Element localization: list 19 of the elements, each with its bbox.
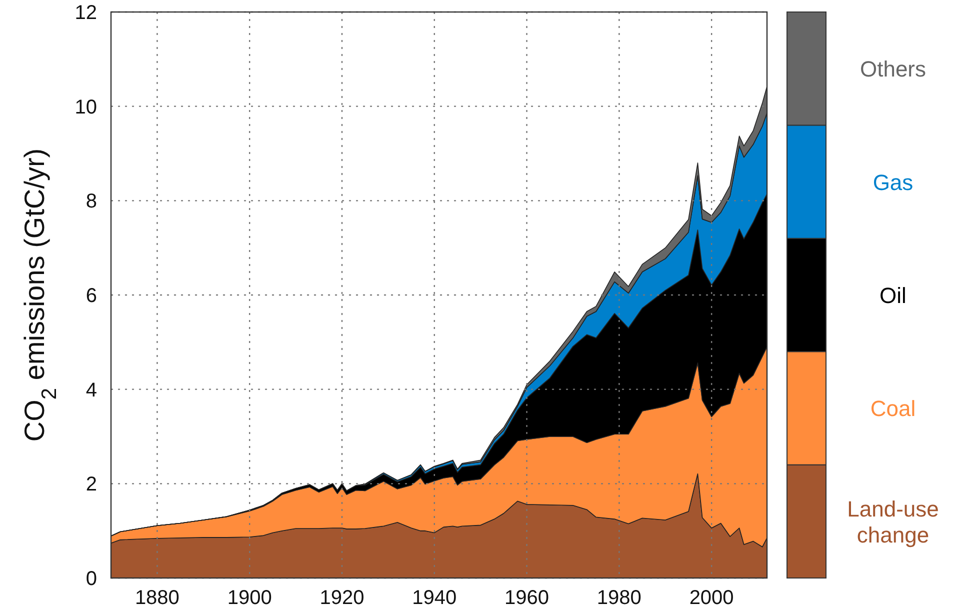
y-tick-label: 4 xyxy=(86,379,97,402)
text: Land-use change xyxy=(847,496,939,548)
x-tick-label: 1940 xyxy=(412,587,457,609)
x-tick-label: 1880 xyxy=(134,587,180,609)
y-tick-label: 2 xyxy=(86,474,97,496)
x-tick-label: 1960 xyxy=(504,587,550,609)
y-tick-label: 0 xyxy=(86,568,97,590)
text: Others xyxy=(860,56,926,82)
y-tick-label: 12 xyxy=(74,2,97,24)
x-tick-label: 1900 xyxy=(227,587,272,609)
y-tick-label: 6 xyxy=(86,285,97,307)
y-tick-label: 10 xyxy=(74,96,97,118)
text: Oil xyxy=(880,283,906,308)
x-tick-label: 1920 xyxy=(320,587,364,609)
x-tick-label: 1980 xyxy=(596,587,642,609)
x-tick-label: 2000 xyxy=(689,587,734,609)
text: Coal xyxy=(870,396,916,422)
y-tick-label: 8 xyxy=(86,190,97,213)
text: Gas xyxy=(872,170,914,195)
